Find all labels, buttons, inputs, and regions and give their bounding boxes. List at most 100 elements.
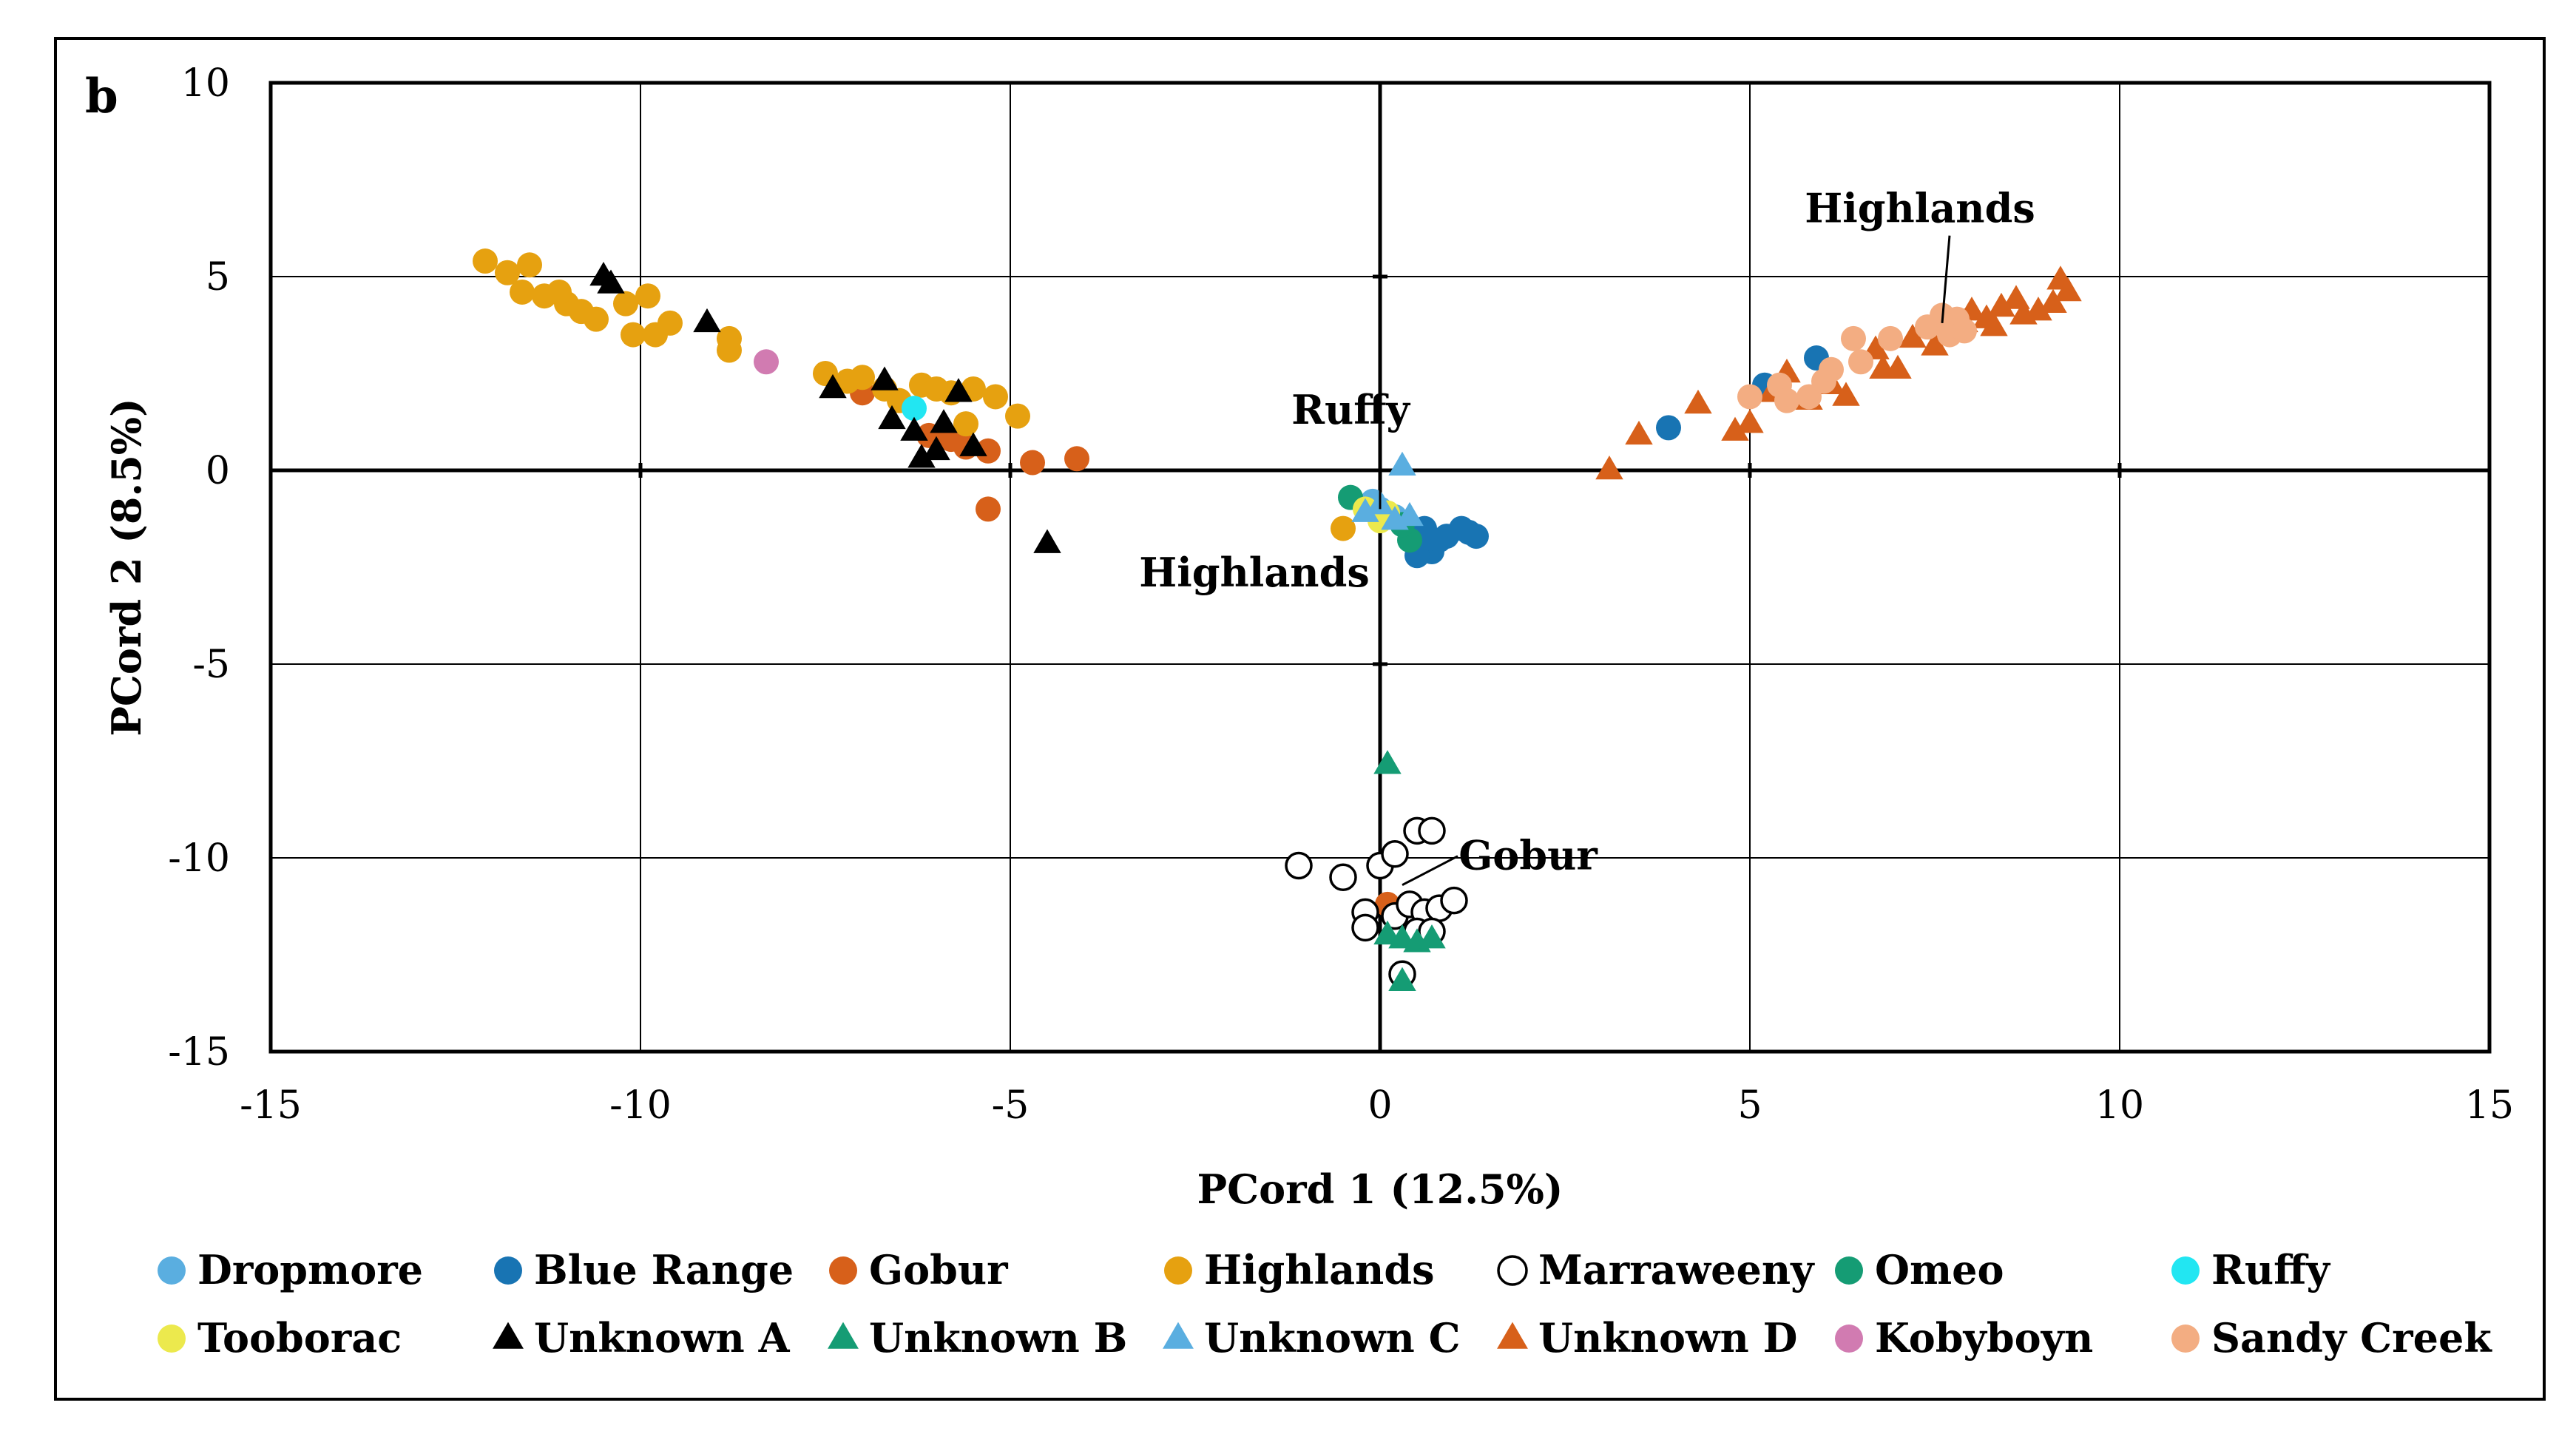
legend-label-tooborac: Tooborac	[197, 1314, 402, 1361]
unknown-b-point	[1388, 967, 1416, 991]
legend-marker-kobyboyn	[1835, 1325, 1863, 1353]
unknown-d-point	[1721, 416, 1749, 441]
legend-marker-unknown-a	[493, 1322, 524, 1349]
legend-label-ruffy: Ruffy	[2211, 1246, 2330, 1293]
sandy-creek-point	[1878, 325, 1903, 351]
highlands-point	[495, 260, 520, 285]
x-tick-label: -15	[240, 1083, 302, 1128]
sandy-creek-point	[1841, 325, 1866, 351]
sandy-creek-point	[1774, 388, 1799, 413]
gobur-point	[976, 438, 1001, 464]
legend-marker-omeo	[1835, 1256, 1863, 1285]
unknown-a-point	[900, 416, 928, 441]
highlands-point	[517, 252, 542, 278]
highlands-point	[510, 279, 535, 305]
highlands-point	[584, 306, 609, 332]
highlands-point	[635, 283, 660, 309]
highlands-point	[850, 365, 875, 390]
unknown-a-point	[871, 366, 899, 390]
legend-label-unknown-b: Unknown B	[869, 1314, 1127, 1361]
ruffy-point	[902, 396, 927, 422]
sandy-creek-point	[1737, 384, 1762, 410]
unknown-a-point	[597, 269, 625, 294]
legend-marker-sandy-creek	[2171, 1325, 2200, 1353]
legend-marker-blue-range	[494, 1256, 522, 1285]
legend-label-unknown-c: Unknown C	[1204, 1314, 1461, 1361]
annotation-ruffy: Ruffy	[1291, 386, 1410, 433]
unknown-d-point	[1884, 354, 1912, 379]
annotation-highlands: Highlands	[1139, 549, 1369, 596]
y-tick-label: -10	[168, 836, 230, 881]
gobur-point	[1020, 450, 1045, 476]
legend-label-blue-range: Blue Range	[534, 1246, 794, 1293]
y-tick-label: -5	[192, 643, 230, 687]
unknown-d-point	[1987, 292, 2015, 317]
legend-marker-unknown-d	[1497, 1322, 1528, 1349]
marraweeny-point	[1329, 863, 1357, 891]
plot-border	[268, 81, 2492, 1054]
y-tick-label: 10	[181, 61, 230, 106]
x-tick-label: 10	[2095, 1083, 2144, 1128]
unknown-c-point	[1396, 501, 1424, 527]
sandy-creek-point	[1848, 349, 1873, 375]
marraweeny-point	[1418, 816, 1446, 845]
marraweeny-point	[1351, 913, 1379, 942]
annotation-labels: Highlands Ruffy Highlands Gobur	[1139, 185, 2035, 879]
unknown-a-point	[922, 436, 950, 461]
gobur-point	[976, 496, 1001, 522]
unknown-d-point	[1832, 382, 1860, 406]
legend-label-marraweeny: Marraweeny	[1538, 1246, 1815, 1293]
annotation-leader-line	[1402, 855, 1458, 887]
legend-marker-ruffy	[2171, 1256, 2200, 1285]
highlands-point	[657, 310, 683, 336]
unknown-a-point	[944, 378, 973, 402]
y-tick-label: 0	[206, 449, 230, 493]
y-axis-label: PCord 2 (8.5%)	[103, 398, 150, 736]
unknown-a-point	[930, 409, 958, 433]
y-tick-labels: 10 5 0 -5 -10 -15	[168, 61, 230, 1075]
legend-marker-unknown-c	[1163, 1322, 1194, 1349]
highlands-point	[621, 322, 646, 348]
highlands-point	[547, 279, 572, 305]
x-tick-label: -10	[609, 1083, 672, 1128]
x-tick-label: -5	[992, 1083, 1030, 1128]
blue-range-point	[1464, 524, 1489, 549]
legend-label-gobur: Gobur	[869, 1246, 1008, 1293]
y-tick-label: 5	[206, 255, 230, 300]
annotation-highlands: Highlands	[1805, 185, 2035, 232]
legend-marker-unknown-b	[828, 1322, 859, 1349]
unknown-b-point	[1418, 924, 1446, 949]
marraweeny-point	[1440, 886, 1468, 915]
unknown-d-point	[1980, 312, 2008, 336]
annotation-gobur: Gobur	[1458, 832, 1598, 879]
unknown-a-point	[819, 373, 847, 399]
annotation-lines	[1379, 235, 1951, 887]
y-tick-label: -15	[168, 1030, 230, 1075]
sandy-creek-point	[1952, 318, 1977, 344]
legend-label-kobyboyn: Kobyboyn	[1875, 1314, 2093, 1361]
annotation-leader-line	[1941, 235, 1951, 324]
unknown-d-point	[1625, 420, 1653, 445]
kobyboyn-point	[754, 349, 779, 375]
unknown-a-point	[907, 444, 936, 468]
legend-label-sandy-creek: Sandy Creek	[2211, 1314, 2492, 1361]
sandy-creek-point	[1819, 356, 1844, 382]
x-tick-label: 15	[2465, 1083, 2514, 1128]
highlands-point	[1331, 515, 1356, 541]
unknown-a-point	[878, 405, 906, 430]
unknown-d-point	[1921, 331, 1949, 356]
blue-range-point	[1656, 415, 1681, 441]
unknown-c-point	[1351, 498, 1379, 522]
marraweeny-point	[1381, 840, 1409, 868]
unknown-d-point	[1899, 323, 1927, 348]
unknown-b-point	[1373, 750, 1402, 774]
unknown-d-point	[1736, 409, 1764, 433]
plot-area	[268, 81, 2492, 1054]
legend-marker-highlands	[1164, 1256, 1192, 1285]
legend-label-highlands: Highlands	[1204, 1246, 1434, 1293]
highlands-point	[613, 291, 638, 317]
highlands-point	[983, 384, 1008, 410]
x-tick-label: 5	[1737, 1083, 1762, 1128]
gobur-point	[1064, 446, 1089, 472]
